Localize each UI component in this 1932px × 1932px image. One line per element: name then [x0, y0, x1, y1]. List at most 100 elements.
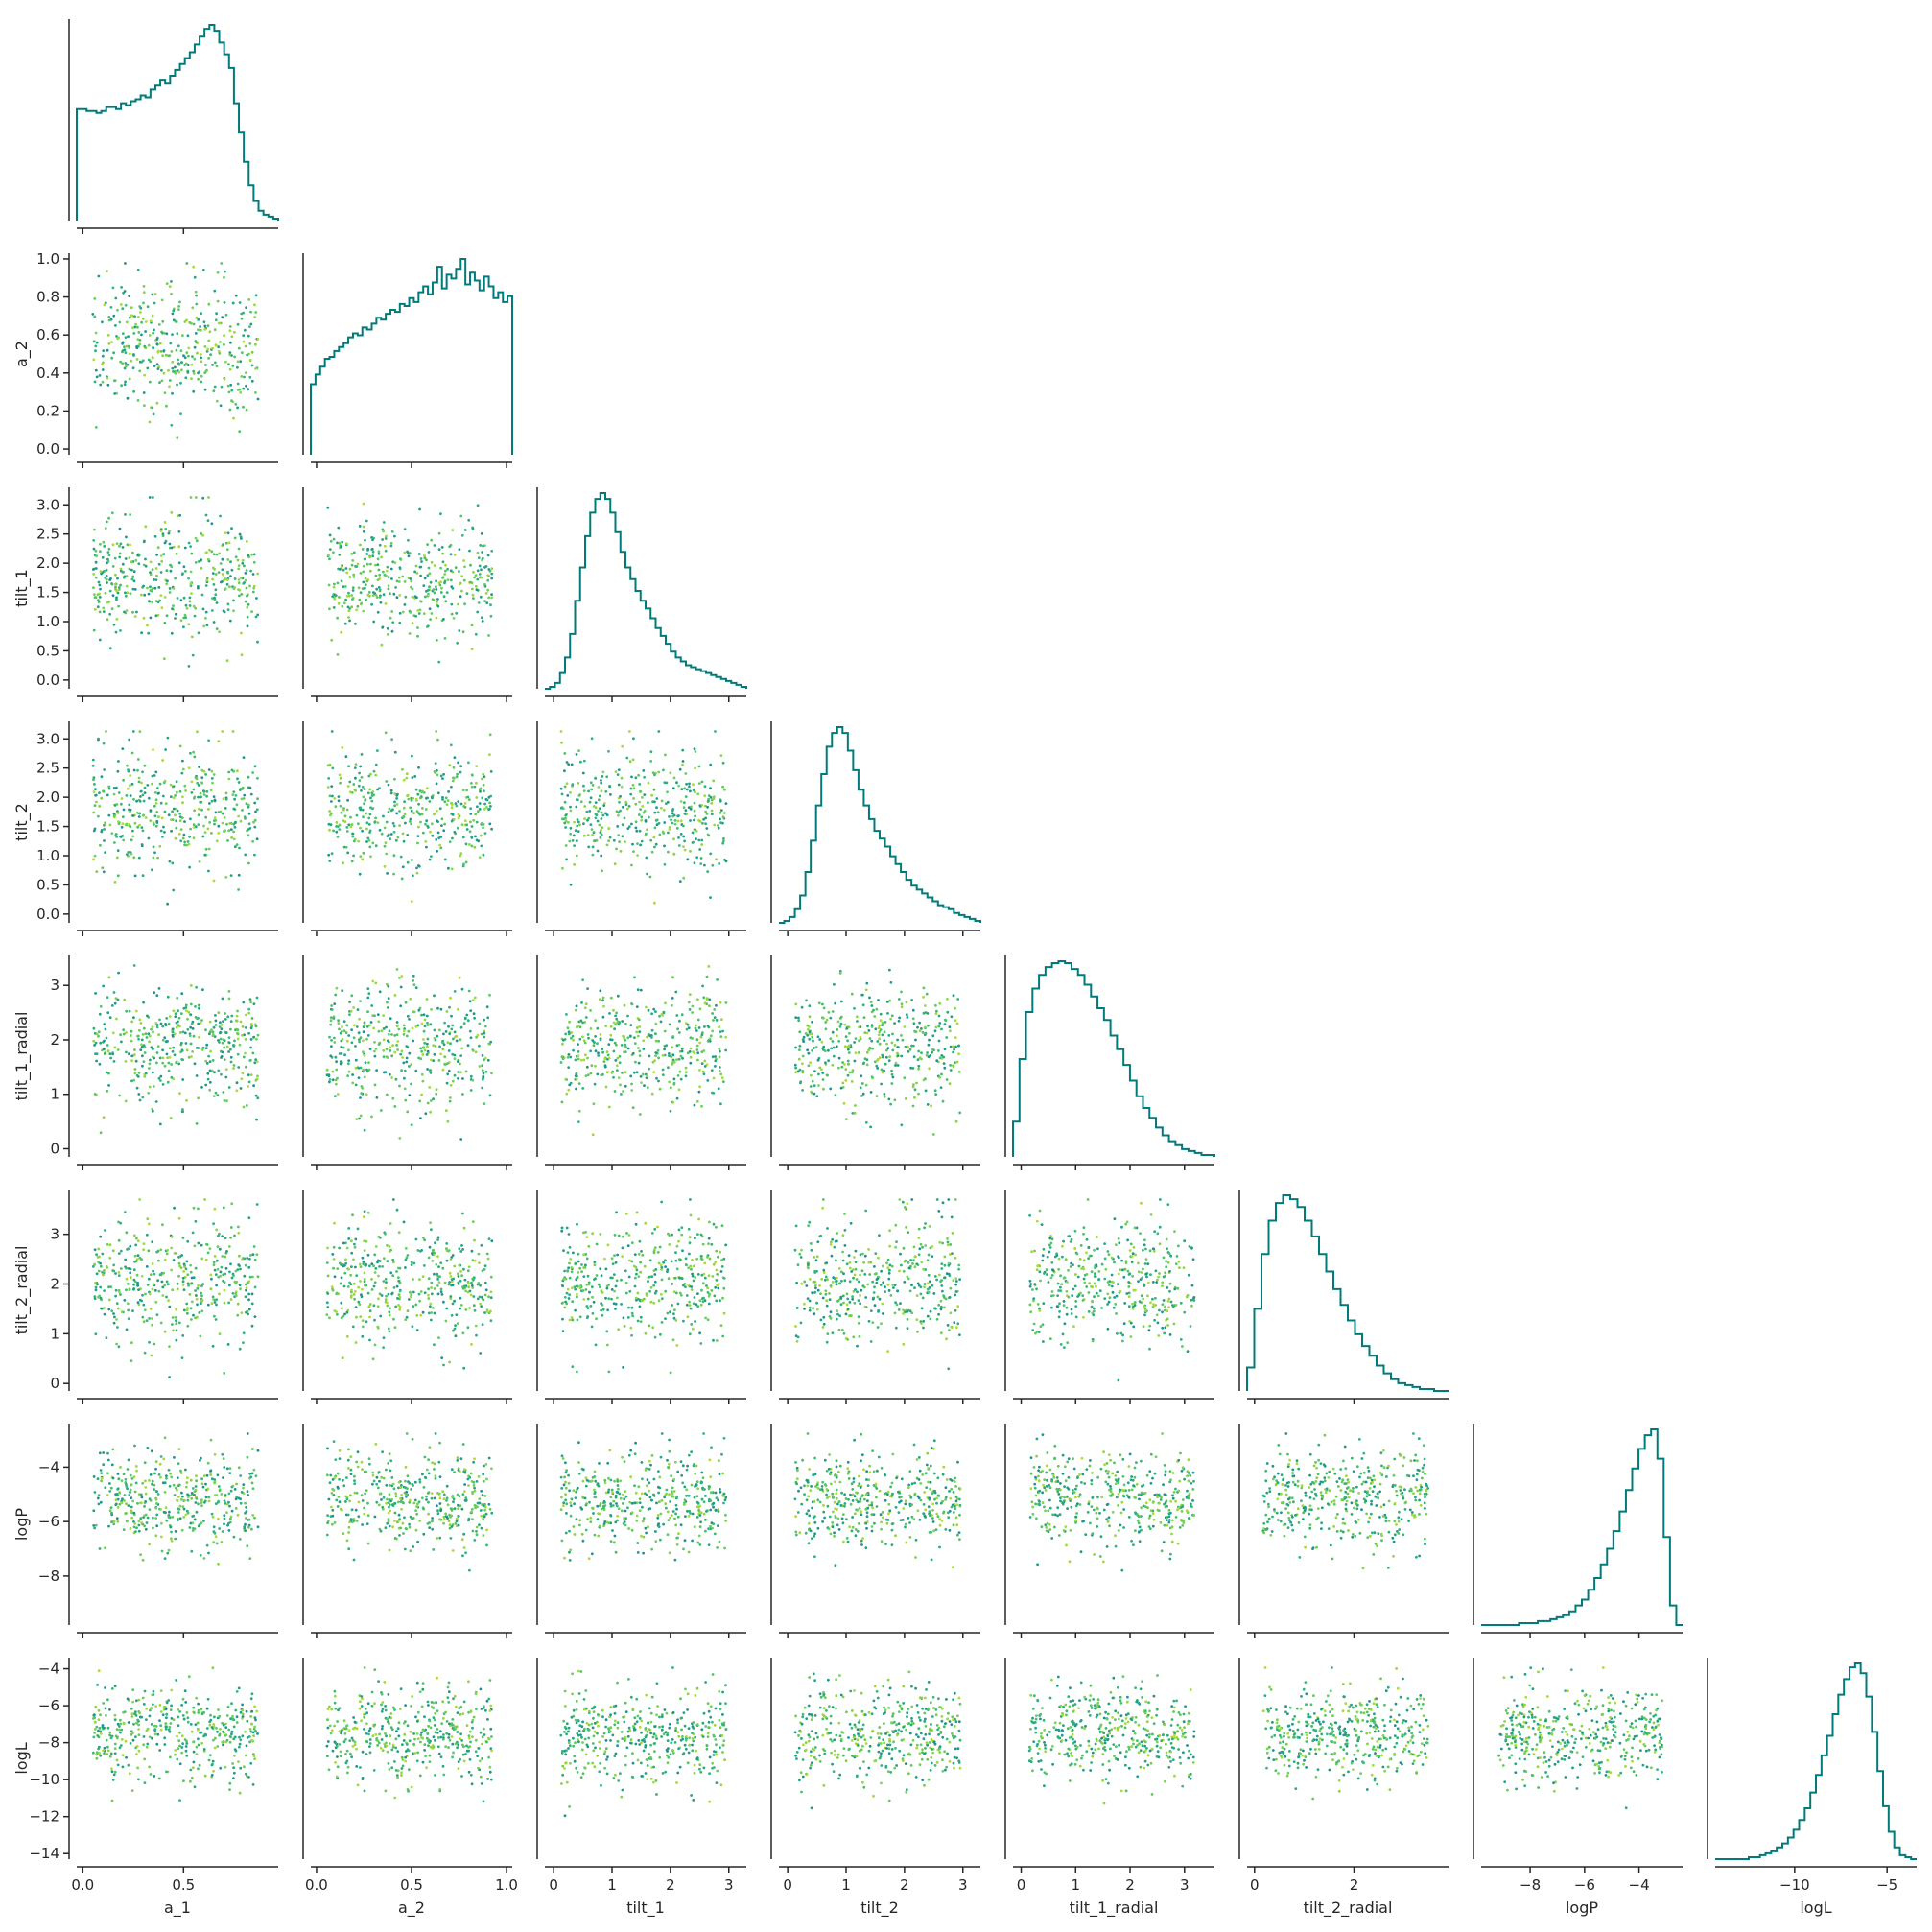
scatter-point [387, 576, 390, 578]
scatter-point [663, 821, 667, 824]
scatter-point [811, 1091, 813, 1095]
scatter-point [98, 791, 101, 794]
scatter-point [159, 1022, 163, 1025]
scatter-point [642, 1039, 646, 1043]
scatter-point [427, 1287, 430, 1291]
scatter-point [853, 1111, 857, 1115]
scatter-point [701, 984, 704, 988]
scatter-point [478, 1044, 481, 1048]
scatter-point [647, 801, 649, 804]
scatter-point [639, 808, 642, 811]
scatter-point [136, 768, 139, 772]
scatter-point [134, 1243, 138, 1247]
scatter-point [186, 1017, 189, 1021]
scatter-point [132, 1283, 135, 1286]
scatter-point [700, 838, 704, 842]
scatter-point [416, 609, 420, 612]
scatter-point [332, 829, 335, 833]
scatter-point [242, 405, 245, 409]
scatter-point [177, 545, 181, 549]
scatter-point [222, 1020, 224, 1023]
scatter-point [427, 588, 430, 592]
scatter-point [922, 986, 926, 990]
scatter-point [98, 374, 102, 377]
scatter-point [221, 573, 224, 576]
scatter-point [238, 1284, 242, 1286]
scatter-point [359, 1000, 362, 1002]
scatter-point [200, 380, 203, 384]
scatter-point [117, 1220, 120, 1224]
scatter-point [337, 1019, 340, 1023]
scatter-point [148, 496, 152, 499]
scatter-point [582, 1039, 586, 1043]
scatter-point [954, 1061, 956, 1065]
scatter-point [636, 842, 639, 845]
scatter-point [490, 567, 494, 571]
scatter-point [93, 783, 96, 786]
scatter-point [575, 1077, 578, 1081]
scatter-point [712, 1019, 715, 1022]
scatter-point [853, 1059, 857, 1063]
scatter-point [200, 1257, 204, 1261]
scatter-point [560, 792, 564, 796]
scatter-point [798, 1068, 802, 1072]
scatter-point [167, 813, 171, 817]
scatter-point [343, 1053, 346, 1057]
scatter-point [452, 1037, 455, 1041]
scatter-point [329, 539, 333, 543]
scatter-point [848, 1071, 852, 1074]
scatter-point [247, 822, 251, 826]
scatter-point [637, 1018, 641, 1022]
scatter-point [575, 1087, 577, 1091]
scatter-point [125, 609, 129, 612]
scatter-point [194, 1016, 198, 1019]
scatter-point [469, 580, 472, 584]
scatter-point [140, 826, 144, 829]
scatter-point [172, 587, 176, 590]
scatter-point [605, 813, 609, 817]
scatter-point [924, 1004, 927, 1007]
scatter-point [668, 815, 671, 818]
scatter-point [698, 848, 702, 851]
scatter-point [142, 291, 146, 294]
scatter-point [249, 310, 252, 314]
scatter-point [215, 1228, 219, 1232]
scatter-point [205, 368, 208, 372]
scatter-point [417, 825, 420, 829]
scatter-point [205, 1062, 209, 1065]
scatter-point [657, 1079, 660, 1083]
scatter-point [617, 834, 621, 836]
scatter-point [240, 1311, 244, 1314]
scatter-point [236, 1052, 240, 1056]
scatter-point [227, 363, 230, 365]
scatter-point [681, 748, 685, 752]
scatter-point [369, 1021, 373, 1024]
scatter-point [223, 1039, 226, 1043]
scatter-point [165, 582, 169, 586]
scatter-point [196, 730, 199, 734]
scatter-point [459, 1054, 462, 1057]
scatter-point [473, 1016, 476, 1020]
scatter-point [161, 1025, 165, 1028]
scatter-point [207, 496, 210, 499]
scatter-point [339, 1282, 342, 1285]
scatter-point [141, 1054, 144, 1058]
scatter-point [461, 1077, 464, 1080]
scatter-point [352, 783, 356, 786]
scatter-point [365, 1070, 369, 1073]
scatter-point [481, 1054, 484, 1057]
scatter-point [247, 554, 250, 557]
scatter-point [110, 1004, 114, 1007]
scatter-point [646, 828, 648, 832]
scatter-point [99, 1264, 103, 1268]
scatter-point [709, 1034, 713, 1038]
scatter-point [417, 766, 420, 769]
scatter-point [573, 820, 576, 824]
scatter-point [160, 1280, 164, 1284]
scatter-point [425, 1014, 429, 1018]
scatter-point [705, 975, 709, 978]
scatter-point [147, 796, 151, 800]
scatter-point [214, 593, 218, 597]
scatter-point [414, 797, 418, 801]
scatter-point [916, 1058, 920, 1062]
